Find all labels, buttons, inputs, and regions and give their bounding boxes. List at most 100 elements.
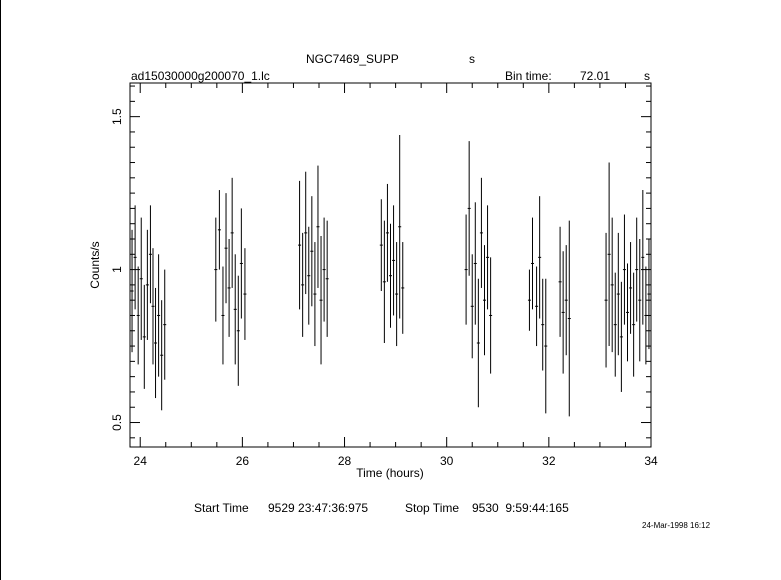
y-tick-label: 0.5 [110,414,124,431]
data-point [535,266,539,347]
y-tick-label: 1 [110,266,124,273]
data-point [530,217,534,310]
data-point [607,162,611,347]
bin-time-label: Bin time: [505,69,552,83]
x-tick-label: 24 [134,454,148,468]
data-point [133,205,137,310]
data-point [616,232,620,356]
data-point [298,180,302,310]
data-point [467,141,471,276]
x-tick-label: 32 [542,454,556,468]
data-point [157,254,161,377]
start-time-label: Start Time [194,501,249,515]
data-point [395,242,399,347]
data-point [527,269,531,331]
stop-time-label: Stop Time [405,501,460,515]
data-point [470,254,474,359]
data-point [644,266,648,365]
data-point [142,284,146,389]
data-point [489,257,493,374]
data-point [160,300,164,411]
data-point [632,272,636,377]
data-point [239,208,243,319]
data-point [389,223,392,328]
data-point [214,217,218,322]
file-name: ad15030000g200070_1.lc [131,69,270,83]
x-tick-label: 28 [338,454,352,468]
data-points [130,135,651,417]
data-point [473,202,477,325]
data-point [227,239,231,337]
data-point [479,177,483,288]
start-time-value: 9529 23:47:36:975 [268,501,369,515]
data-point [385,183,389,282]
data-point [567,220,571,417]
data-point [629,242,633,334]
data-point [392,205,396,316]
data-point [130,229,134,353]
x-tick-label: 26 [236,454,250,468]
data-point [647,239,651,350]
data-point [398,135,402,319]
data-point [379,199,383,291]
data-point [301,232,305,337]
data-point [486,205,490,310]
data-point [626,263,630,362]
data-point [136,266,140,365]
x-tick-label: 34 [644,454,658,468]
data-point [325,220,329,337]
data-point [564,245,568,356]
axis-tick-labels: 24 26 28 30 32 34 0.5 1 1.5 [110,108,658,468]
y-axis-label: Counts/s [88,241,102,288]
data-point [476,278,480,408]
stop-time-value: 9530 9:59:44:165 [472,501,569,515]
bin-time-unit: s [644,69,650,83]
object-name: NGC7469_SUPP [306,52,399,66]
data-point [635,217,639,322]
plot-frame [129,82,652,448]
data-point [619,281,623,392]
data-point [230,177,234,288]
data-point [307,226,311,325]
data-point [610,217,614,353]
plot-date: 24-Mar-1998 16:12 [642,521,711,530]
data-point [613,272,617,377]
bin-time-value: 72.01 [580,69,611,83]
data-point [151,248,155,365]
data-point [145,229,149,340]
data-point [154,287,158,399]
data-point [233,254,237,365]
data-point [139,217,143,340]
data-point [541,278,545,371]
data-point [243,248,247,340]
data-point [538,196,542,319]
x-tick-label: 30 [440,454,454,468]
data-point [217,190,221,270]
y-tick-label: 1.5 [110,108,124,125]
data-point [544,278,548,414]
data-point [464,214,468,325]
x-axis-label: Time (hours) [356,466,424,480]
data-point [561,251,565,374]
data-point [310,196,314,307]
data-point [221,266,225,365]
data-point [604,232,608,368]
data-point [641,190,645,325]
data-point [319,235,323,365]
data-point [148,205,152,304]
data-point [482,245,486,356]
data-point [638,239,642,362]
data-point [558,226,562,337]
data-point [313,242,317,347]
data-point [322,217,326,322]
data-point [401,242,405,334]
data-point [163,269,167,380]
data-point [382,220,386,343]
data-point [236,275,240,386]
data-point [224,193,228,304]
page-left-border [0,0,1,580]
data-point [622,214,626,325]
data-point [316,165,320,288]
